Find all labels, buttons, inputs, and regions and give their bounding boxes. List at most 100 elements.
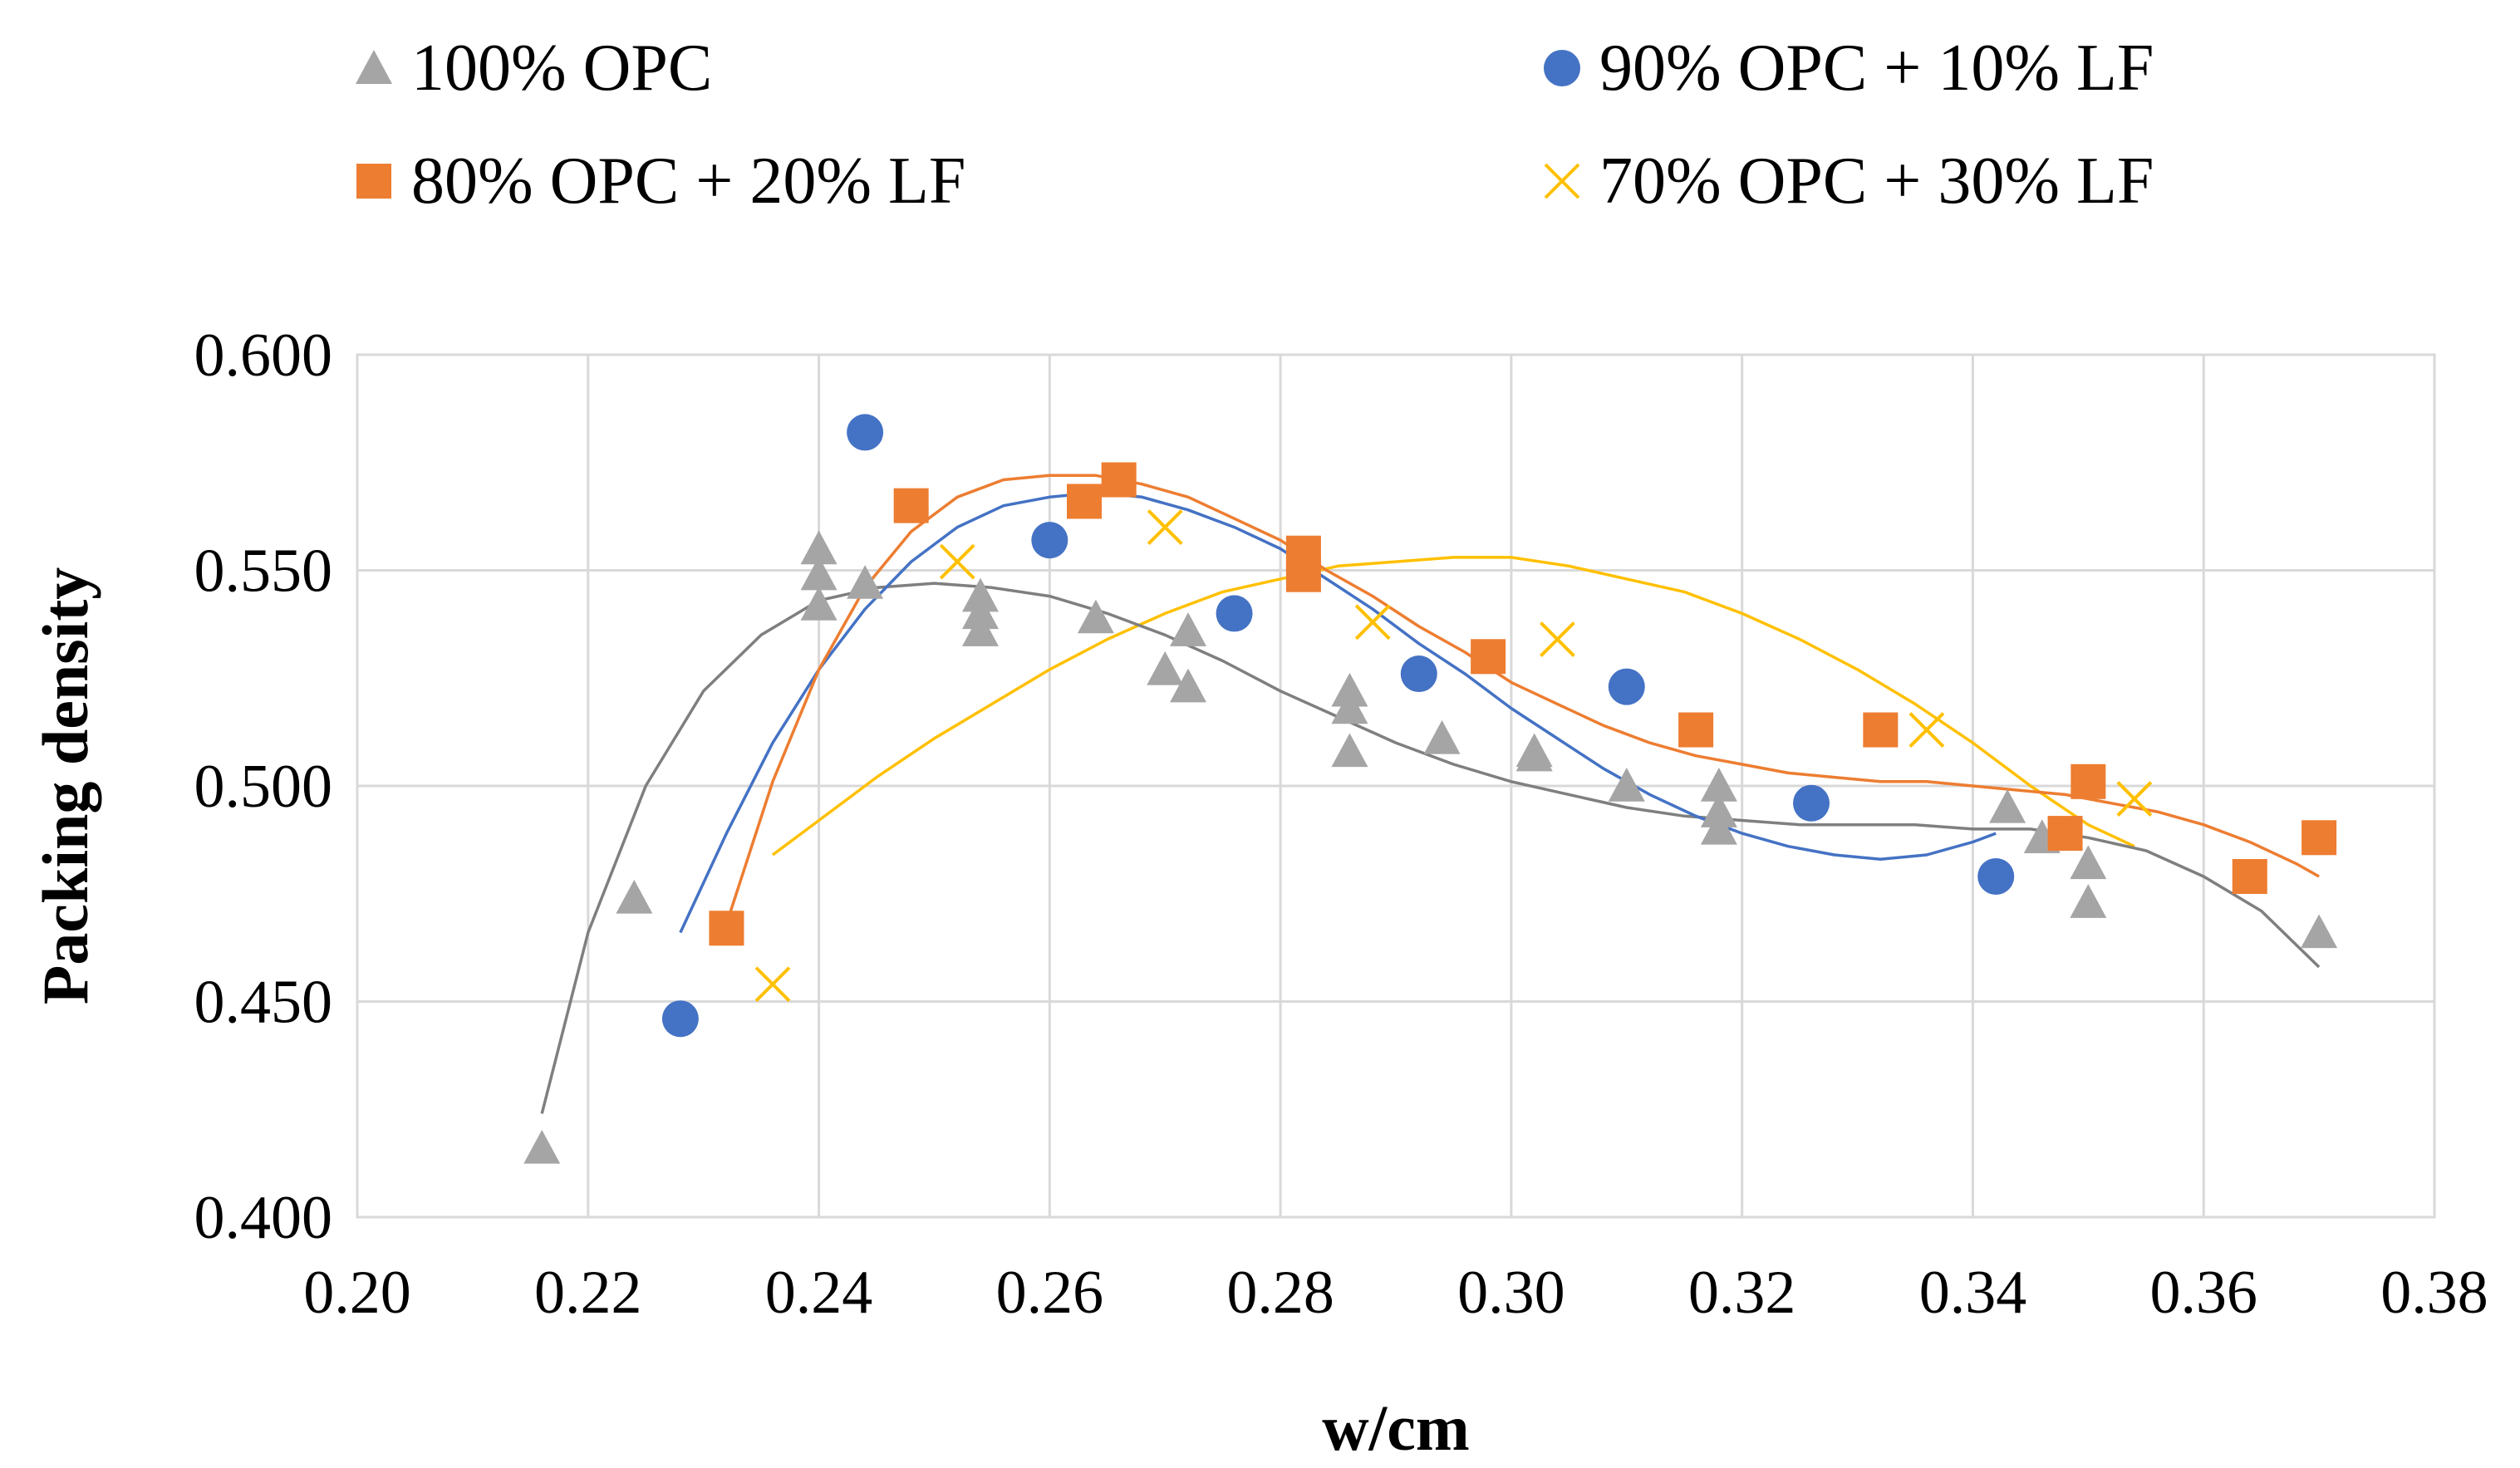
legend-label-90-opc: 90% OPC + 10% LF xyxy=(1599,32,2154,105)
data-point xyxy=(962,595,999,630)
data-point xyxy=(1678,712,1714,748)
legend-item-70-opc: 70% OPC + 30% LF xyxy=(1544,145,2154,218)
x-tick-labels: 0.20 0.22 0.24 0.26 0.28 0.30 0.32 0.34 0.36 0.38 xyxy=(303,1259,2488,1327)
data-point xyxy=(1608,668,1645,705)
data-markers xyxy=(523,414,2338,1164)
series-circle-points xyxy=(661,414,2015,1038)
data-point xyxy=(1908,712,1945,748)
legend-label-80-opc: 80% OPC + 20% LF xyxy=(411,145,965,218)
data-point xyxy=(1101,462,1137,498)
trendline-circle xyxy=(679,491,1997,934)
x-marker-stroke xyxy=(2116,781,2153,817)
legend-item-80-opc: 80% OPC + 20% LF xyxy=(356,145,965,218)
x-marker-stroke xyxy=(1147,509,1183,546)
y-tick-label: 0.450 xyxy=(194,969,333,1037)
y-axis-title: Packing density xyxy=(29,567,101,1005)
data-point xyxy=(939,543,975,580)
legend: 100% OPC 90% OPC + 10% LF 80% OPC + 20% … xyxy=(356,32,2154,218)
x-marker-stroke xyxy=(939,543,975,580)
legend-item-90-opc: 90% OPC + 10% LF xyxy=(1544,32,2154,105)
data-point xyxy=(1471,639,1506,675)
data-point xyxy=(1147,651,1184,685)
data-point xyxy=(800,587,838,621)
legend-item-100-opc: 100% OPC xyxy=(356,32,712,105)
x-tick-label: 0.26 xyxy=(996,1259,1104,1327)
data-point xyxy=(709,911,744,946)
data-point xyxy=(2047,816,2083,852)
x-marker-stroke xyxy=(1544,163,1580,199)
data-point xyxy=(661,1000,699,1038)
data-point xyxy=(1031,522,1068,559)
data-point xyxy=(1216,595,1253,632)
data-point xyxy=(800,556,838,591)
data-point xyxy=(1170,668,1206,703)
x-tick-label: 0.20 xyxy=(303,1259,411,1327)
data-point xyxy=(962,612,999,646)
data-point xyxy=(1989,788,2026,823)
data-point xyxy=(1354,604,1391,641)
legend-marker-circle-icon xyxy=(1544,50,1580,86)
x-tick-label: 0.38 xyxy=(2380,1259,2488,1327)
x-axis-title: w/cm xyxy=(1322,1392,1470,1464)
data-point xyxy=(800,530,838,565)
legend-marker-square-icon xyxy=(356,164,391,199)
x-tick-label: 0.28 xyxy=(1226,1259,1334,1327)
y-tick-label: 0.500 xyxy=(194,753,333,821)
trendline-x xyxy=(771,556,2135,857)
data-point xyxy=(847,565,884,599)
data-point xyxy=(2301,820,2337,856)
series-square-points xyxy=(709,462,2337,946)
y-tick-labels: 0.400 0.450 0.500 0.550 0.600 xyxy=(194,322,333,1252)
series-triangle-points xyxy=(523,530,2338,1164)
data-point xyxy=(754,966,791,1003)
data-point xyxy=(2232,858,2267,894)
data-point xyxy=(1977,857,2015,895)
data-point xyxy=(1331,690,1368,724)
gridlines xyxy=(356,353,2436,1219)
x-tick-label: 0.24 xyxy=(765,1259,873,1327)
data-point xyxy=(2071,763,2106,799)
y-tick-label: 0.550 xyxy=(194,538,333,606)
legend-label-100-opc: 100% OPC xyxy=(411,32,712,105)
data-point xyxy=(1285,557,1321,592)
x-tick-label: 0.36 xyxy=(2149,1259,2257,1327)
data-point xyxy=(1863,712,1899,748)
x-tick-label: 0.30 xyxy=(1457,1259,1565,1327)
data-point xyxy=(1540,621,1575,657)
data-point xyxy=(1147,509,1183,546)
legend-marker-triangle-icon xyxy=(356,50,392,84)
data-point xyxy=(1331,672,1368,707)
data-point xyxy=(1400,655,1437,693)
x-tick-label: 0.34 xyxy=(1919,1259,2027,1327)
data-point xyxy=(1700,810,1737,845)
data-point xyxy=(2070,845,2107,880)
data-point xyxy=(847,414,884,451)
data-point xyxy=(1423,719,1461,754)
x-marker-stroke xyxy=(1908,712,1945,748)
legend-label-70-opc: 70% OPC + 30% LF xyxy=(1599,145,2154,218)
data-point xyxy=(1331,733,1368,768)
data-point xyxy=(893,488,929,523)
data-point xyxy=(1515,737,1553,772)
y-tick-label: 0.400 xyxy=(194,1184,333,1252)
x-marker-stroke xyxy=(754,966,791,1003)
x-tick-label: 0.32 xyxy=(1688,1259,1796,1327)
data-point xyxy=(523,1129,561,1164)
x-marker-stroke xyxy=(1354,604,1391,641)
data-point xyxy=(2301,914,2338,949)
data-point xyxy=(1793,784,1830,822)
data-point xyxy=(2070,884,2107,918)
data-point xyxy=(962,577,999,612)
data-point xyxy=(1077,599,1114,634)
data-point xyxy=(1700,768,1737,802)
data-point xyxy=(1608,768,1645,802)
series-x-points xyxy=(754,509,2153,1003)
data-point xyxy=(1700,793,1737,827)
y-tick-label: 0.600 xyxy=(194,322,333,390)
legend-marker-x-icon xyxy=(1544,163,1580,199)
data-point xyxy=(1067,484,1102,519)
x-tick-label: 0.22 xyxy=(534,1259,642,1327)
x-marker-stroke xyxy=(1540,621,1575,657)
